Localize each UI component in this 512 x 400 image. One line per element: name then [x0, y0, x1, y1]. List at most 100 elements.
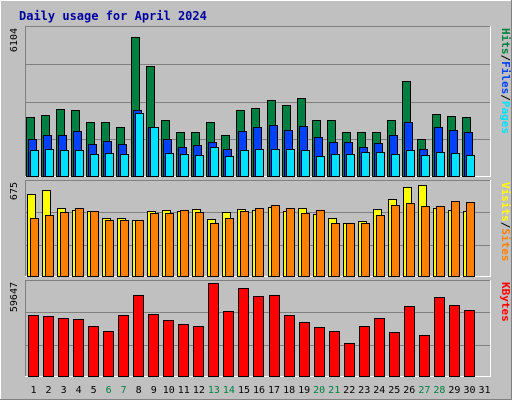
bar-sites-day-23: [361, 223, 370, 277]
bar-kbytes-day-21: [329, 331, 340, 377]
bar-kbytes-day-14: [223, 311, 234, 377]
bar-pages-day-9: [150, 127, 159, 177]
panel-bottom: 59647 KBytes: [9, 280, 512, 377]
bar-kbytes-day-29: [449, 305, 460, 377]
bar-kbytes-day-15: [238, 288, 249, 377]
bar-kbytes-day-9: [148, 314, 159, 377]
bar-sites-day-15: [240, 211, 249, 277]
bar-pages-day-7: [120, 154, 129, 177]
bar-pages-day-14: [225, 156, 234, 177]
bar-sites-day-24: [376, 215, 385, 277]
bar-sites-day-19: [301, 213, 310, 277]
panel-top-legend: Hits/Files/Pages: [499, 28, 512, 134]
legend-entry-files: Files: [499, 61, 512, 94]
bar-kbytes-day-4: [73, 319, 84, 377]
bar-kbytes-day-22: [344, 343, 355, 377]
bar-sites-day-11: [180, 210, 189, 277]
bar-kbytes-day-26: [404, 306, 415, 377]
x-tick-label-day-3: 3: [61, 385, 67, 396]
x-tick-label-day-29: 29: [448, 385, 460, 396]
panel-top: 6104 Hits/Files/Pages: [9, 26, 512, 177]
bar-pages-day-5: [90, 154, 99, 177]
bar-sites-day-14: [225, 218, 234, 277]
x-tick-label-day-22: 22: [343, 385, 355, 396]
panel-top-max-label: 6104: [9, 28, 20, 52]
x-tick-label-day-21: 21: [328, 385, 340, 396]
x-tick-label-day-27: 27: [418, 385, 430, 396]
panel-middle-max-label: 675: [9, 182, 20, 200]
x-tick-label-day-24: 24: [373, 385, 385, 396]
bar-kbytes-day-1: [28, 315, 39, 377]
bar-pages-day-8: [135, 113, 144, 177]
x-tick-label-day-19: 19: [298, 385, 310, 396]
bar-pages-day-2: [45, 149, 54, 177]
x-tick-label-day-18: 18: [283, 385, 295, 396]
bar-sites-day-12: [195, 212, 204, 277]
bar-kbytes-day-11: [178, 324, 189, 377]
bar-sites-day-8: [135, 220, 144, 277]
x-tick-label-day-12: 12: [193, 385, 205, 396]
bar-sites-day-16: [255, 208, 264, 277]
bar-kbytes-day-30: [464, 310, 475, 377]
bar-sites-day-6: [105, 220, 114, 277]
bar-sites-day-21: [331, 223, 340, 277]
bar-kbytes-day-3: [58, 318, 69, 377]
bar-pages-day-25: [391, 154, 400, 177]
chart-title: Daily usage for April 2024: [19, 9, 207, 23]
bar-pages-day-15: [240, 150, 249, 177]
bar-sites-day-10: [165, 213, 174, 277]
x-tick-label-day-15: 15: [238, 385, 250, 396]
bar-sites-day-27: [421, 206, 430, 277]
x-tick-label-day-28: 28: [433, 385, 445, 396]
bar-kbytes-day-7: [118, 315, 129, 377]
bar-sites-day-29: [451, 201, 460, 277]
bar-pages-day-26: [406, 150, 415, 177]
bar-kbytes-day-28: [434, 297, 445, 377]
x-tick-label-day-30: 30: [463, 385, 475, 396]
bar-kbytes-day-17: [269, 295, 280, 377]
bar-sites-day-9: [150, 213, 159, 277]
bar-sites-day-13: [210, 223, 219, 277]
legend-entry-: /: [499, 55, 512, 62]
bar-pages-day-18: [286, 149, 295, 177]
x-tick-label-day-23: 23: [358, 385, 370, 396]
bar-pages-day-11: [180, 154, 189, 177]
bar-sites-day-30: [466, 202, 475, 277]
x-tick-label-day-7: 7: [121, 385, 127, 396]
bar-sites-day-4: [75, 208, 84, 277]
bar-pages-day-29: [451, 153, 460, 177]
bar-kbytes-day-13: [208, 283, 219, 377]
bar-kbytes-day-2: [43, 316, 54, 377]
bar-pages-day-12: [195, 155, 204, 177]
x-tick-label-day-16: 16: [253, 385, 265, 396]
bar-kbytes-day-23: [359, 326, 370, 377]
bar-kbytes-day-24: [374, 318, 385, 377]
bar-pages-day-16: [255, 149, 264, 177]
bar-pages-day-3: [60, 150, 69, 177]
x-tick-label-day-26: 26: [403, 385, 415, 396]
legend-entry-: /: [499, 222, 512, 229]
x-tick-label-day-14: 14: [223, 385, 235, 396]
bar-pages-day-21: [331, 154, 340, 177]
bar-sites-day-1: [30, 218, 39, 277]
bar-sites-day-28: [436, 206, 445, 277]
x-tick-label-day-25: 25: [388, 385, 400, 396]
bar-sites-day-22: [346, 223, 355, 277]
bar-pages-day-27: [421, 155, 430, 177]
x-tick-label-day-5: 5: [91, 385, 97, 396]
x-tick-label-day-4: 4: [76, 385, 82, 396]
bar-kbytes-day-20: [314, 327, 325, 377]
x-axis-day-labels: 1 2 3 4 5 6 7 8 9 10 11 12 13 14 15 16 17 18 19 20 21 22 23 24 2…: [30, 385, 490, 396]
bar-pages-day-24: [376, 152, 385, 177]
x-tick-label-day-10: 10: [163, 385, 175, 396]
legend-entry-pages: Pages: [499, 101, 512, 134]
x-tick-label-day-31: 31: [478, 385, 490, 396]
panel-middle: 675 Visits/Sites: [9, 180, 512, 277]
x-tick-label-day-13: 13: [208, 385, 220, 396]
panel-middle-legend: Visits/Sites: [499, 182, 512, 262]
bar-kbytes-day-6: [103, 331, 114, 377]
legend-entry-kbytes: KBytes: [499, 282, 512, 322]
bar-pages-day-20: [316, 156, 325, 177]
bar-pages-day-22: [346, 154, 355, 177]
